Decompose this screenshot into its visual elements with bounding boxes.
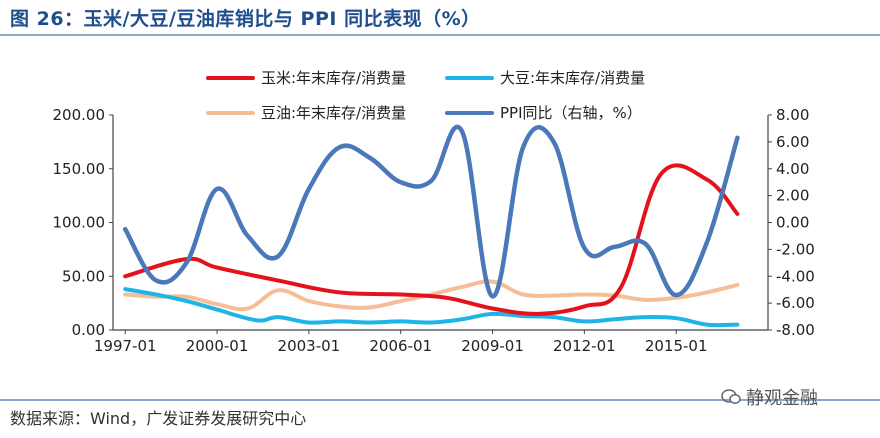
x-tick-label: 2003-01 [278, 337, 341, 355]
combo-line-chart: 0.00 50.00 100.00 150.00 200.00 -8.00 -6.00 -4.… [53, 69, 815, 355]
soybean-line [123, 287, 740, 328]
left-tick-label: 0.00 [72, 321, 105, 339]
right-tick-label: 0.00 [776, 214, 809, 232]
legend-label: 大豆:年末库存/消费量 [500, 69, 645, 87]
legend-label: 豆油:年末库存/消费量 [261, 104, 406, 122]
legend-label: 玉米:年末库存/消费量 [261, 69, 406, 87]
ppi-line [122, 124, 740, 299]
right-tick-label: 2.00 [776, 187, 809, 205]
right-tick-label: -2.00 [776, 240, 815, 258]
x-tick-label: 2009-01 [461, 337, 524, 355]
title-divider [0, 34, 880, 36]
x-tick-label: 2000-01 [186, 337, 249, 355]
right-tick-label: -8.00 [776, 321, 815, 339]
right-tick-label: 6.00 [776, 133, 809, 151]
right-tick-label: -6.00 [776, 294, 815, 312]
left-tick-label: 100.00 [53, 214, 106, 232]
source-note: 数据来源：Wind，广发证券发展研究中心 [10, 409, 307, 428]
right-tick-label: 8.00 [776, 106, 809, 124]
footer-divider [0, 399, 880, 401]
corn-line [123, 163, 740, 316]
series-lines [122, 124, 740, 328]
left-tick-label: 150.00 [53, 160, 106, 178]
x-tick-label: 1997-01 [94, 337, 157, 355]
x-tick-label: 2015-01 [645, 337, 708, 355]
watermark: 静观金融 [720, 384, 818, 410]
right-tick-label: -4.00 [776, 267, 815, 285]
axes: 0.00 50.00 100.00 150.00 200.00 -8.00 -6.00 -4.… [53, 106, 815, 355]
left-tick-label: 200.00 [53, 106, 106, 124]
legend-label: PPI同比（右轴，%） [500, 104, 642, 122]
x-tick-label: 2006-01 [369, 337, 432, 355]
right-tick-label: 4.00 [776, 160, 809, 178]
left-tick-label: 50.00 [62, 267, 105, 285]
watermark-text: 静观金融 [746, 388, 818, 409]
chat-bubble-icon [721, 389, 741, 404]
x-tick-label: 2012-01 [553, 337, 616, 355]
chart-title: 图 26：玉米/大豆/豆油库销比与 PPI 同比表现（%） [10, 8, 481, 30]
